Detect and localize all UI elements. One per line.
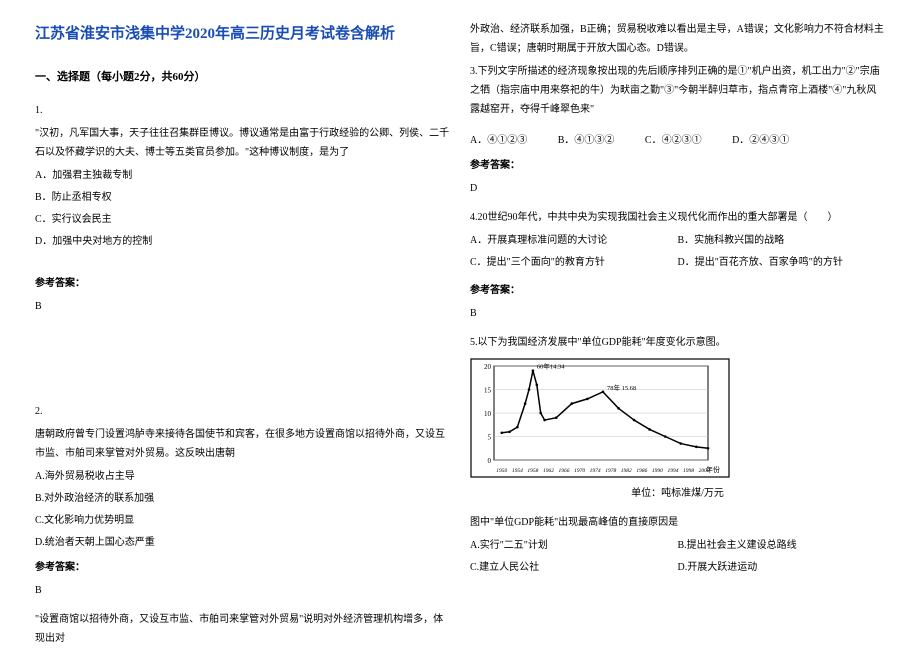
q4-opt-c: C．提出"三个面向"的教育方针 bbox=[470, 253, 678, 272]
q4-opt-d: D．提出"百花齐放、百家争鸣"的方针 bbox=[678, 253, 886, 272]
svg-text:15: 15 bbox=[484, 387, 492, 395]
q3-opt-d: D．②④③① bbox=[732, 131, 789, 150]
q5-opt-b: B.提出社会主义建设总路线 bbox=[678, 536, 886, 555]
section-header: 一、选择题（每小题2分，共60分） bbox=[35, 67, 450, 88]
q1-answer-label: 参考答案： bbox=[35, 274, 450, 293]
q2-opt-c: C.文化影响力优势明显 bbox=[35, 511, 450, 530]
svg-text:1954: 1954 bbox=[512, 467, 523, 474]
q3-answer: D bbox=[470, 179, 885, 198]
q2-opt-d: D.统治者天朝上国心态严重 bbox=[35, 533, 450, 552]
svg-text:1958: 1958 bbox=[527, 468, 538, 474]
q4-text: 4.20世纪90年代，中共中央为实现我国社会主义现代化而作出的重大部署是（ ） bbox=[470, 208, 885, 227]
q1-opt-c: C．实行议会民主 bbox=[35, 210, 450, 229]
svg-text:1982: 1982 bbox=[621, 468, 632, 474]
svg-text:78年 15.68: 78年 15.68 bbox=[607, 383, 636, 392]
q5-text2: 图中"单位GDP能耗"出现最高峰值的直接原因是 bbox=[470, 513, 885, 532]
left-column: 江苏省淮安市浅集中学2020年高三历史月考试卷含解析 一、选择题（每小题2分，共… bbox=[25, 20, 460, 631]
q3-opt-a: A．④①②③ bbox=[470, 131, 527, 150]
q3-options: A．④①②③ B．④①③② C．④②③① D．②④③① bbox=[470, 131, 885, 150]
q1-opt-b: B．防止丞相专权 bbox=[35, 188, 450, 207]
q3-answer-label: 参考答案： bbox=[470, 156, 885, 175]
q4-opt-a: A．开展真理标准问题的大讨论 bbox=[470, 231, 678, 250]
q4-opt-b: B．实施科教兴国的战略 bbox=[678, 231, 886, 250]
svg-text:1974: 1974 bbox=[590, 467, 601, 474]
q1-opt-a: A．加强君主独裁专制 bbox=[35, 166, 450, 185]
q5-opt-a: A.实行"二五"计划 bbox=[470, 536, 678, 555]
q2-answer-label: 参考答案： bbox=[35, 558, 450, 577]
q5-text: 5.以下为我国经济发展中"单位GDP能耗"年度变化示意图。 bbox=[470, 333, 885, 352]
svg-text:1986: 1986 bbox=[636, 468, 647, 474]
page-title: 江苏省淮安市浅集中学2020年高三历史月考试卷含解析 bbox=[35, 20, 450, 49]
svg-text:5: 5 bbox=[488, 434, 492, 442]
gdp-chart: 0 5 10 15 20 1950 1954 1958 1962 1966 1970 1974 1978… bbox=[470, 358, 730, 478]
q4-answer: B bbox=[470, 304, 885, 323]
svg-text:10: 10 bbox=[484, 410, 492, 418]
svg-text:1998: 1998 bbox=[683, 468, 694, 474]
svg-text:1966: 1966 bbox=[559, 468, 570, 474]
chart-svg: 0 5 10 15 20 1950 1954 1958 1962 1966 1970 1974 1978… bbox=[470, 358, 730, 478]
q1-answer: B bbox=[35, 297, 450, 316]
col2-continuation: 外政治、经济联系加强，B正确；贸易税收难以看出是主导，A错误；文化影响力不符合材… bbox=[470, 20, 885, 58]
svg-text:1978: 1978 bbox=[605, 468, 616, 474]
q4-options: A．开展真理标准问题的大讨论 B．实施科教兴国的战略 C．提出"三个面向"的教育… bbox=[470, 231, 885, 275]
q3-text: 3.下列文字所描述的经济现象按出现的先后顺序排列正确的是①"机户出资，机工出力"… bbox=[470, 62, 885, 119]
svg-text:20: 20 bbox=[484, 363, 492, 371]
svg-text:0: 0 bbox=[488, 457, 492, 465]
svg-text:1990: 1990 bbox=[652, 468, 663, 474]
q5-options: A.实行"二五"计划 B.提出社会主义建设总路线 C.建立人民公社 D.开展大跃… bbox=[470, 536, 885, 580]
q2-text: 唐朝政府曾专门设置鸿胪寺来接待各国使节和宾客，在很多地方设置商馆以招待外商，又设… bbox=[35, 425, 450, 463]
q1-num: 1. bbox=[35, 101, 450, 120]
svg-text:60年14.34: 60年14.34 bbox=[537, 362, 565, 371]
q2-opt-b: B.对外政治经济的联系加强 bbox=[35, 489, 450, 508]
q4-answer-label: 参考答案： bbox=[470, 281, 885, 300]
q3-opt-b: B．④①③② bbox=[558, 131, 615, 150]
svg-text:1970: 1970 bbox=[574, 468, 585, 474]
q5-opt-c: C.建立人民公社 bbox=[470, 558, 678, 577]
q2-detail: "设置商馆以招待外商，又设互市监、市舶司来掌管对外贸易"说明对外经济管理机构增多… bbox=[35, 610, 450, 648]
right-column: 外政治、经济联系加强，B正确；贸易税收难以看出是主导，A错误；文化影响力不符合材… bbox=[460, 20, 895, 631]
q2-opt-a: A.海外贸易税收占主导 bbox=[35, 467, 450, 486]
q5-opt-d: D.开展大跃进运动 bbox=[678, 558, 886, 577]
q3-opt-c: C．④②③① bbox=[645, 131, 702, 150]
svg-text:年份: 年份 bbox=[706, 465, 720, 474]
q1-opt-d: D．加强中央对地方的控制 bbox=[35, 232, 450, 251]
svg-text:1962: 1962 bbox=[543, 468, 554, 474]
q2-num: 2. bbox=[35, 402, 450, 421]
q2-answer: B bbox=[35, 581, 450, 600]
svg-text:1994: 1994 bbox=[667, 467, 678, 474]
q1-text: "汉初，凡军国大事，天子往往召集群臣博议。博议通常是由富于行政经验的公卿、列侯、… bbox=[35, 124, 450, 162]
svg-text:1950: 1950 bbox=[496, 468, 507, 474]
chart-unit: 单位：吨标准煤/万元 bbox=[470, 484, 885, 503]
